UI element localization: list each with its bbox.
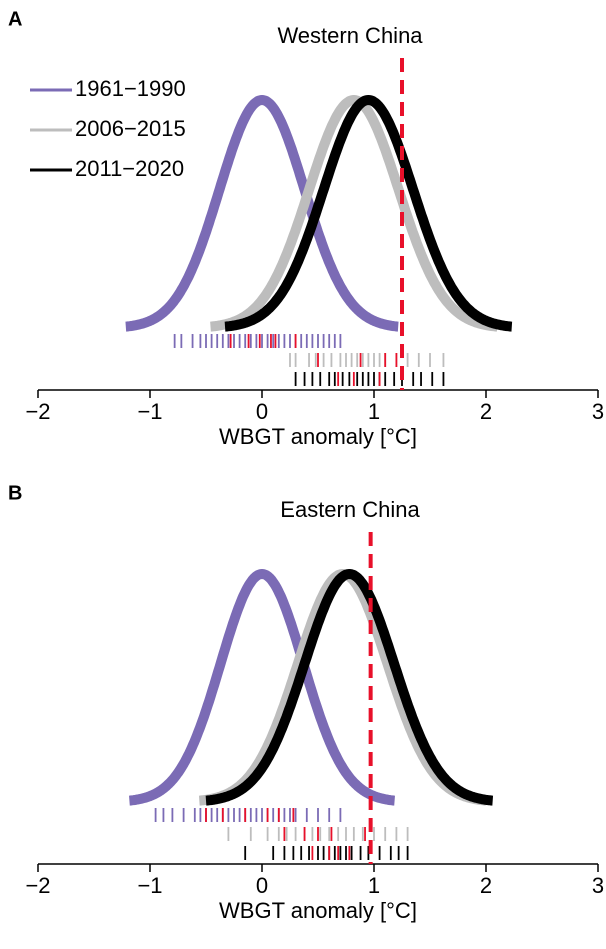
- panel-label: A: [8, 8, 22, 30]
- density-curve: [202, 569, 497, 806]
- x-tick-label: 3: [592, 873, 604, 898]
- x-tick-label: 1: [368, 399, 380, 424]
- x-tick-label: −1: [137, 399, 162, 424]
- x-tick-label: 3: [592, 399, 604, 424]
- legend-label: 2006−2015: [75, 116, 186, 141]
- x-tick-label: 1: [368, 873, 380, 898]
- density-curve: [122, 95, 402, 332]
- density-curve: [206, 95, 501, 332]
- panel-label: B: [8, 482, 22, 504]
- x-tick-label: 2: [480, 873, 492, 898]
- x-tick-label: 2: [480, 399, 492, 424]
- x-tick-label: −2: [25, 399, 50, 424]
- chart-title: Western China: [277, 23, 423, 48]
- x-tick-label: 0: [256, 399, 268, 424]
- density-curve: [125, 569, 399, 806]
- legend-label: 2011−2020: [75, 156, 184, 181]
- x-tick-label: 0: [256, 873, 268, 898]
- chart-title: Eastern China: [280, 497, 420, 522]
- x-axis-label: WBGT anomaly [°C]: [219, 424, 417, 449]
- legend-label: 1961−1990: [75, 76, 186, 101]
- x-axis-label: WBGT anomaly [°C]: [219, 898, 417, 923]
- x-tick-label: −2: [25, 873, 50, 898]
- x-tick-label: −1: [137, 873, 162, 898]
- density-curve: [221, 95, 516, 332]
